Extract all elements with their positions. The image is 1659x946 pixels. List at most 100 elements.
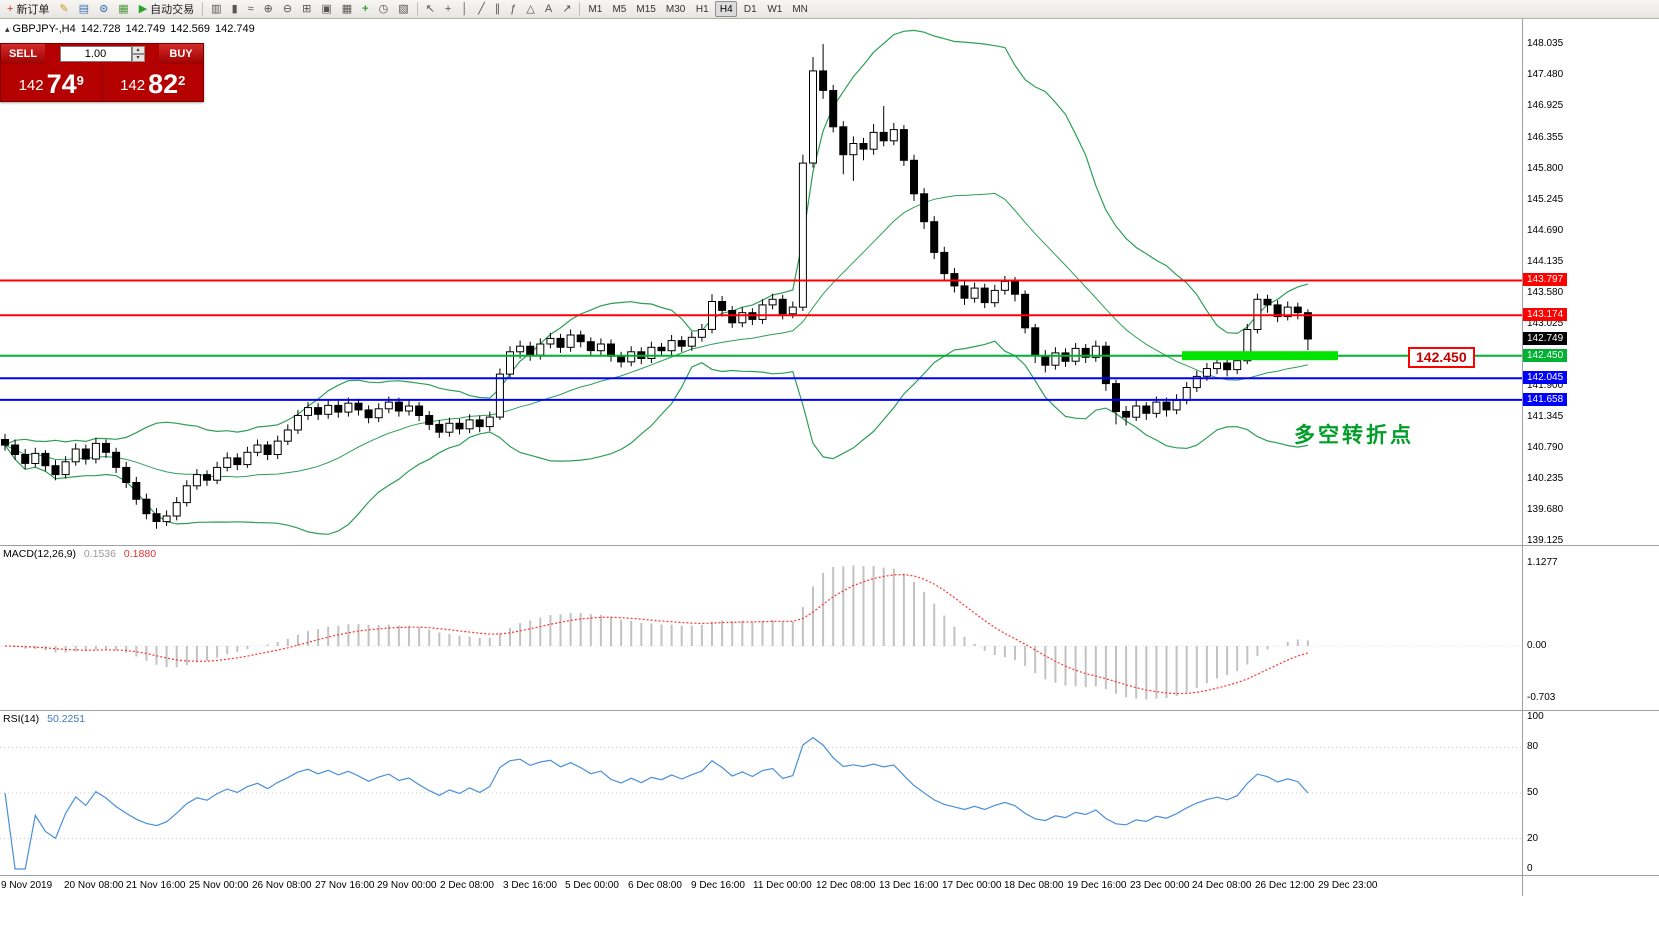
timeframe-mn[interactable]: MN bbox=[792, 3, 808, 15]
time-axis-label: 5 Dec 00:00 bbox=[565, 880, 619, 891]
volume-box: ▴ ▾ bbox=[45, 44, 159, 64]
volume-decrease-button[interactable]: ▾ bbox=[131, 54, 145, 62]
candlestick-chart-icon[interactable]: ▮ bbox=[231, 2, 238, 15]
time-axis-label: 9 Nov 2019 bbox=[1, 880, 53, 891]
timeframe-d1[interactable]: D1 bbox=[743, 3, 757, 15]
macd-axis-tick: 0.00 bbox=[1527, 640, 1547, 651]
timeframe-h4[interactable]: H4 bbox=[715, 1, 738, 17]
timeframe-m30[interactable]: M30 bbox=[665, 3, 686, 15]
toolbar: + 新订单 ✎ ▤ ⊙ ▦ ▶ 自动交易 ▥ ▮ ≈ ⊕ ⊖ ⊞ ▣ ▦ + ◷ ▧ ↖ + │ ╱ ∥ ƒ △ A ↗ M1 M5… bbox=[0, 0, 1659, 19]
price-axis-tick: 141.900 bbox=[1527, 380, 1564, 391]
macd-panel[interactable]: MACD(12,26,9) 0.1536 0.1880 bbox=[0, 546, 1522, 710]
crosshair-icon[interactable]: + bbox=[444, 2, 452, 15]
buy-price[interactable]: 142 82 2 bbox=[120, 69, 186, 99]
rsi-axis-tick: 100 bbox=[1527, 711, 1544, 722]
new-order-button[interactable]: + 新订单 bbox=[7, 2, 50, 16]
metaeditor-icon[interactable]: ✎ bbox=[59, 2, 69, 15]
toolbar-separator bbox=[579, 2, 581, 16]
price-axis-tick: 140.790 bbox=[1527, 442, 1564, 453]
data-window-icon[interactable]: ▤ bbox=[78, 2, 90, 15]
autotrading-play-icon: ▶ bbox=[138, 2, 148, 15]
macd-main-value: 0.1536 bbox=[83, 548, 116, 560]
bar-chart-icon[interactable]: ▥ bbox=[211, 2, 222, 15]
time-axis-label: 19 Dec 16:00 bbox=[1067, 880, 1127, 891]
quote-low: 142.569 bbox=[170, 23, 211, 35]
chart-quote-line: ▴ GBPJPY-,H4 142.728 142.749 142.569 142.749 bbox=[5, 23, 260, 35]
line-chart-icon[interactable]: ≈ bbox=[247, 2, 254, 15]
timeframe-m5[interactable]: M5 bbox=[612, 3, 627, 15]
panel-separator bbox=[0, 875, 1659, 876]
time-axis-label: 26 Nov 08:00 bbox=[252, 880, 312, 891]
price-axis-tick: 147.480 bbox=[1527, 69, 1564, 80]
price-level-label: 142.045 bbox=[1523, 371, 1568, 384]
cascade-windows-icon[interactable]: ▦ bbox=[341, 2, 353, 15]
toolbar-separator bbox=[416, 2, 418, 16]
one-click-trading-panel: SELL ▴ ▾ BUY 142 74 9 142 82 2 bbox=[0, 43, 204, 102]
price-axis-tick: 146.925 bbox=[1527, 100, 1564, 111]
shapes-icon[interactable]: △ bbox=[526, 2, 535, 15]
price-axis-tick: 139.680 bbox=[1527, 504, 1564, 515]
terminal-icon[interactable]: ▦ bbox=[118, 2, 129, 15]
arrange-windows-icon[interactable]: ▣ bbox=[321, 2, 332, 15]
tile-windows-icon[interactable]: ⊞ bbox=[302, 2, 312, 15]
sell-price[interactable]: 142 74 9 bbox=[1, 64, 103, 101]
zoom-in-icon[interactable]: ⊕ bbox=[263, 2, 273, 15]
price-level-label: 142.450 bbox=[1523, 349, 1568, 362]
sell-button[interactable]: SELL bbox=[1, 44, 45, 64]
equidistant-channel-icon[interactable]: ∥ bbox=[494, 2, 501, 15]
time-axis-label: 24 Dec 08:00 bbox=[1192, 880, 1252, 891]
cursor-icon[interactable]: ↖ bbox=[425, 2, 435, 15]
fibonacci-icon[interactable]: ƒ bbox=[510, 2, 517, 15]
timeframe-toolbar: M1 M5 M15 M30 H1 H4 D1 W1 MN bbox=[583, 0, 812, 19]
rsi-value: 50.2251 bbox=[47, 713, 86, 725]
price-axis-tick: 145.800 bbox=[1527, 163, 1564, 174]
timeframe-w1[interactable]: W1 bbox=[767, 3, 783, 15]
volume-input[interactable] bbox=[59, 46, 132, 62]
price-axis-tick: 139.125 bbox=[1527, 535, 1564, 545]
autotrading-button[interactable]: ▶ 自动交易 bbox=[138, 2, 195, 16]
toolbar-separator bbox=[202, 2, 204, 16]
macd-name: MACD(12,26,9) bbox=[3, 548, 76, 560]
trendline-icon[interactable]: ╱ bbox=[478, 2, 485, 15]
periods-icon[interactable]: ◷ bbox=[378, 2, 389, 15]
price-chart-panel[interactable] bbox=[0, 19, 1522, 545]
volume-increase-button[interactable]: ▴ bbox=[131, 46, 145, 54]
time-axis-label: 13 Dec 16:00 bbox=[879, 880, 939, 891]
navigator-icon[interactable]: ⊙ bbox=[99, 2, 109, 15]
quote-close: 142.749 bbox=[215, 23, 255, 35]
timeframe-h1[interactable]: H1 bbox=[695, 3, 709, 15]
indicators-icon[interactable]: + bbox=[362, 2, 369, 15]
price-axis-tick: 148.035 bbox=[1527, 38, 1564, 49]
price-level-label: 141.658 bbox=[1523, 393, 1568, 406]
price-level-box[interactable]: 142.450 bbox=[1408, 347, 1475, 368]
rsi-panel[interactable]: RSI(14) 50.2251 bbox=[0, 711, 1522, 875]
text-icon[interactable]: A bbox=[544, 2, 553, 15]
quote-high: 142.749 bbox=[125, 23, 166, 35]
chart-marker-icon: ▴ bbox=[5, 24, 10, 34]
time-axis-label: 23 Dec 00:00 bbox=[1130, 880, 1190, 891]
macd-axis-tick: -0.703 bbox=[1527, 692, 1556, 703]
time-axis-label: 29 Nov 00:00 bbox=[377, 880, 437, 891]
rsi-axis-tick: 20 bbox=[1527, 833, 1539, 844]
timeframe-m15[interactable]: M15 bbox=[636, 3, 656, 15]
buy-button[interactable]: BUY bbox=[159, 44, 203, 64]
macd-axis-tick: 1.1277 bbox=[1527, 557, 1558, 568]
rsi-axis-tick: 50 bbox=[1527, 787, 1539, 798]
toolbar-standard-group: + 新订单 ✎ ▤ ⊙ ▦ ▶ 自动交易 bbox=[2, 0, 199, 19]
price-axis-tick: 143.580 bbox=[1527, 287, 1564, 298]
vertical-line-icon[interactable]: │ bbox=[461, 2, 469, 15]
price-axis-tick: 145.245 bbox=[1527, 194, 1564, 205]
time-axis-label: 2 Dec 08:00 bbox=[440, 880, 494, 891]
time-axis-label: 29 Dec 23:00 bbox=[1318, 880, 1378, 891]
rsi-axis-tick: 80 bbox=[1527, 741, 1539, 752]
time-axis-label: 25 Nov 00:00 bbox=[189, 880, 249, 891]
zoom-out-icon[interactable]: ⊖ bbox=[282, 2, 293, 15]
arrows-icon[interactable]: ↗ bbox=[562, 2, 572, 15]
price-level-label: 143.797 bbox=[1523, 273, 1568, 286]
price-axis-tick: 144.135 bbox=[1527, 256, 1564, 267]
time-axis-label: 11 Dec 00:00 bbox=[753, 880, 812, 891]
turning-point-annotation[interactable]: 多空转折点 bbox=[1294, 424, 1414, 447]
templates-icon[interactable]: ▧ bbox=[398, 2, 409, 15]
timeframe-m1[interactable]: M1 bbox=[588, 3, 603, 15]
